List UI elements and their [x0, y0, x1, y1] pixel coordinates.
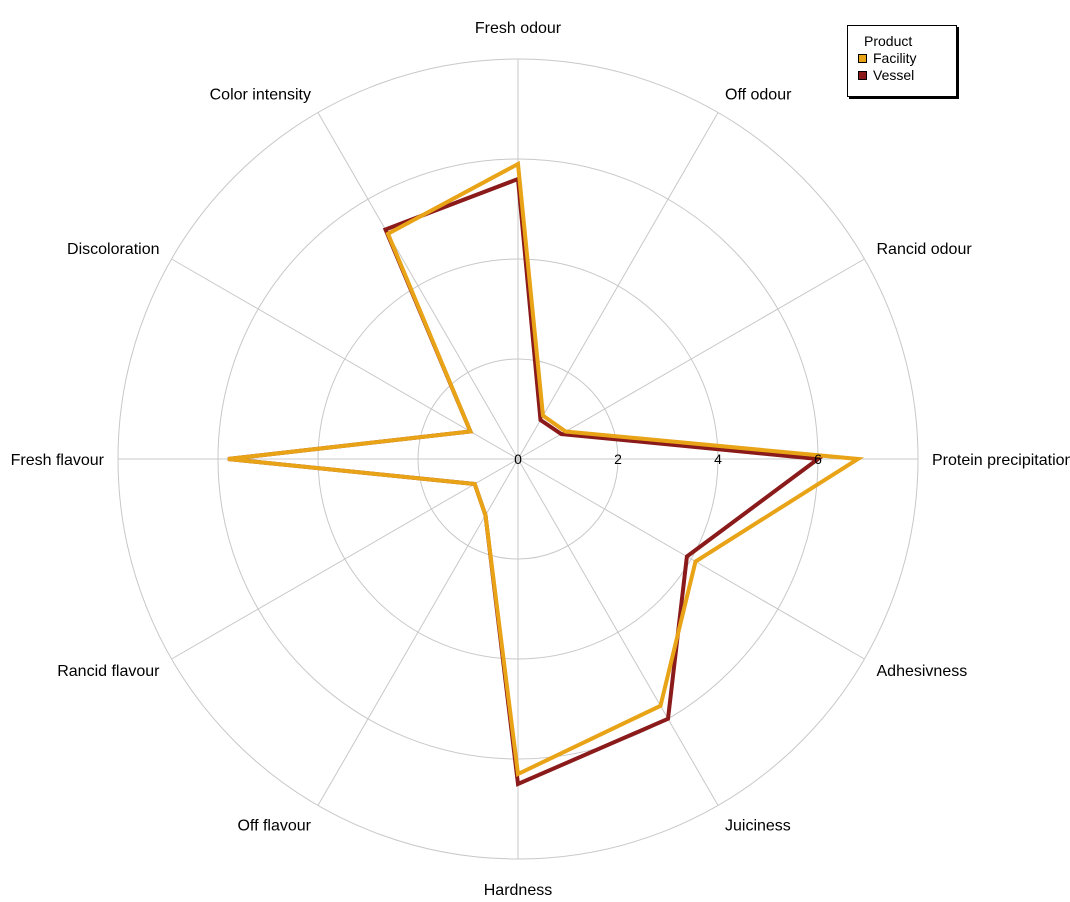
axis-label: Adhesivness — [877, 663, 968, 680]
grid-spoke — [517, 258, 865, 460]
radar-series-layer — [227, 160, 865, 787]
grid-spoke — [517, 112, 719, 460]
radar-labels: 0 2 4 6 Fresh odour Off odour Rancid odour Prot… — [11, 20, 1070, 899]
axis-label: Hardness — [484, 882, 552, 899]
legend-label-vessel: Vessel — [873, 67, 915, 83]
axis-label: Discoloration — [67, 241, 159, 258]
axis-label: Off flavour — [237, 818, 311, 835]
grid-spoke — [317, 112, 519, 460]
legend-title: Product — [864, 33, 913, 49]
legend-item-vessel: Vessel — [858, 67, 914, 83]
axis-label: Rancid odour — [877, 241, 973, 258]
axis-label: Rancid flavour — [57, 663, 160, 680]
series-vessel-line — [227, 176, 824, 787]
axis-label: Color intensity — [210, 87, 311, 104]
radial-tick-label: 0 — [514, 451, 522, 467]
grid-spoke — [517, 458, 865, 660]
series-facility-line — [227, 160, 865, 778]
radial-tick-label: 4 — [714, 451, 722, 467]
grid-spoke — [171, 458, 519, 660]
legend-label-facility: Facility — [873, 50, 917, 66]
axis-label: Protein precipitation* — [932, 452, 1070, 469]
grid-spoke — [317, 458, 519, 806]
legend: Product Facility Vessel — [847, 25, 957, 97]
axis-label: Fresh odour — [475, 20, 562, 37]
legend-item-facility: Facility — [858, 50, 917, 66]
grid-spoke — [517, 458, 719, 806]
radial-tick-label: 6 — [814, 451, 822, 467]
grid-spoke — [171, 258, 519, 460]
axis-label: Fresh flavour — [11, 452, 105, 469]
legend-swatch-facility — [858, 53, 867, 63]
axis-label: Off odour — [725, 87, 792, 104]
legend-swatch-vessel — [858, 70, 867, 80]
axis-label: Juiciness — [725, 818, 791, 835]
radial-tick-label: 2 — [614, 451, 622, 467]
